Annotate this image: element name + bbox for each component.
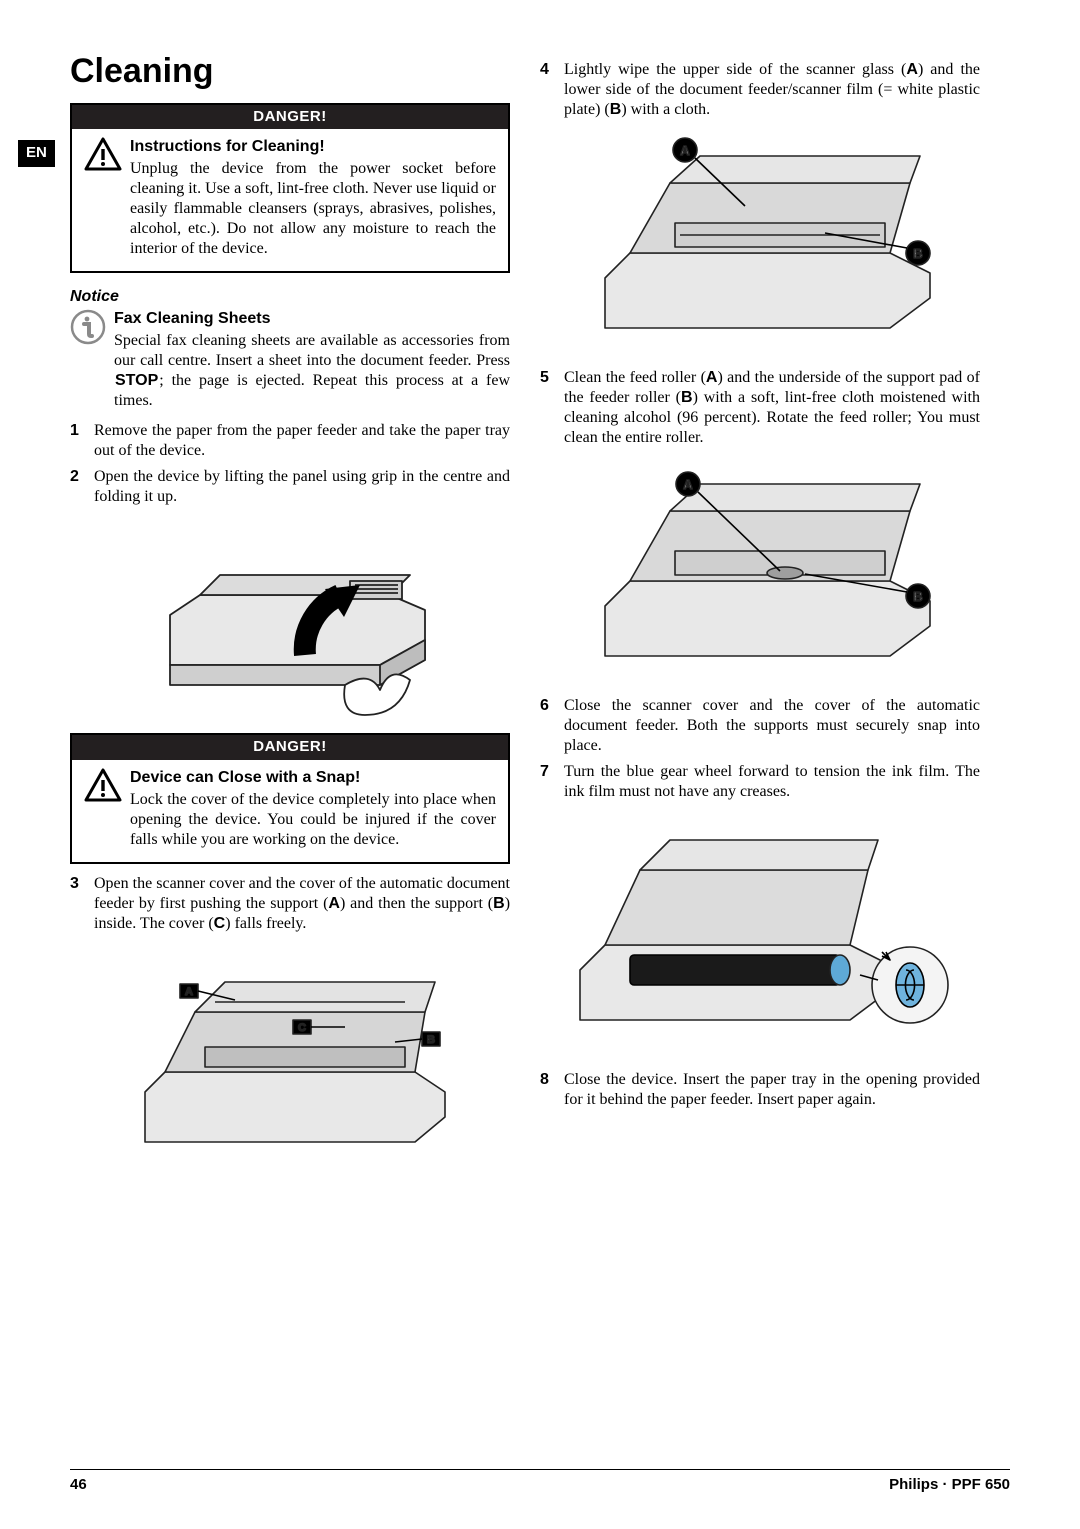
step-text: Open the device by lifting the panel usi…: [94, 467, 510, 507]
language-tab: EN: [18, 140, 55, 167]
svg-text:B: B: [913, 589, 922, 604]
step-number: 3: [70, 874, 86, 934]
step-number: 2: [70, 467, 86, 507]
left-column: Cleaning DANGER! Instructions for Cleani…: [70, 50, 510, 1180]
two-column-layout: Cleaning DANGER! Instructions for Cleani…: [70, 50, 1010, 1180]
step-number: 6: [540, 696, 556, 756]
info-icon: [70, 309, 106, 411]
step-text: Close the device. Insert the paper tray …: [564, 1070, 980, 1110]
figure-open-panel: [70, 515, 510, 725]
danger-header: DANGER!: [72, 735, 508, 760]
danger-body-text: Lock the cover of the device completely …: [130, 791, 496, 848]
danger-subtitle: Instructions for Cleaning!: [130, 137, 496, 157]
notice-fax-cleaning: Fax Cleaning Sheets Special fax cleaning…: [70, 309, 510, 411]
step-text: Clean the feed roller (A) and the unders…: [564, 368, 980, 448]
stop-key: STOP: [114, 372, 159, 389]
warning-icon: [84, 137, 122, 259]
danger-body-text: Unplug the device from the power socket …: [130, 160, 496, 257]
steps-list: 8 Close the device. Insert the paper tra…: [540, 1070, 980, 1110]
svg-text:A: A: [185, 986, 193, 998]
page-title: Cleaning: [70, 50, 510, 93]
steps-list: 6 Close the scanner cover and the cover …: [540, 696, 980, 802]
svg-text:B: B: [427, 1034, 435, 1046]
list-item: 6 Close the scanner cover and the cover …: [540, 696, 980, 756]
list-item: 2Open the device by lifting the panel us…: [70, 467, 510, 507]
page-number: 46: [70, 1476, 87, 1495]
figure-scanner-glass: A B: [540, 128, 980, 358]
notice-label: Notice: [70, 287, 510, 307]
page-footer: 46 Philips · PPF 650: [70, 1469, 1010, 1495]
step-number: 1: [70, 421, 86, 461]
notice-subtitle: Fax Cleaning Sheets: [114, 309, 510, 329]
list-item: 4 Lightly wipe the upper side of the sca…: [540, 60, 980, 120]
danger-box-cleaning: DANGER! Instructions for Cleaning! Unplu…: [70, 103, 510, 274]
step-text: Open the scanner cover and the cover of …: [94, 874, 510, 934]
figure-feed-roller: A B: [540, 456, 980, 686]
steps-list: 4 Lightly wipe the upper side of the sca…: [540, 60, 980, 120]
step-number: 7: [540, 762, 556, 802]
step-text: Lightly wipe the upper side of the scann…: [564, 60, 980, 120]
svg-text:A: A: [680, 143, 690, 158]
list-item: 3 Open the scanner cover and the cover o…: [70, 874, 510, 934]
step-text: Close the scanner cover and the cover of…: [564, 696, 980, 756]
notice-body-a: Special fax cleaning sheets are availabl…: [114, 332, 510, 369]
step-text: Turn the blue gear wheel forward to tens…: [564, 762, 980, 802]
list-item: 1Remove the paper from the paper feeder …: [70, 421, 510, 461]
steps-list: 1Remove the paper from the paper feeder …: [70, 421, 510, 507]
svg-text:C: C: [298, 1022, 306, 1034]
svg-text:B: B: [913, 246, 922, 261]
warning-icon: [84, 768, 122, 850]
danger-subtitle: Device can Close with a Snap!: [130, 768, 496, 788]
danger-box-snap: DANGER! Device can Close with a Snap! Lo…: [70, 733, 510, 864]
svg-text:A: A: [683, 477, 693, 492]
steps-list: 3 Open the scanner cover and the cover o…: [70, 874, 510, 934]
step-number: 5: [540, 368, 556, 448]
list-item: 8 Close the device. Insert the paper tra…: [540, 1070, 980, 1110]
list-item: 7 Turn the blue gear wheel forward to te…: [540, 762, 980, 802]
right-column: 4 Lightly wipe the upper side of the sca…: [540, 50, 980, 1180]
step-number: 8: [540, 1070, 556, 1110]
list-item: 5 Clean the feed roller (A) and the unde…: [540, 368, 980, 448]
page: EN Cleaning DANGER! Instruction: [0, 0, 1080, 1529]
figure-supports-abc: A C B: [70, 942, 510, 1172]
danger-header: DANGER!: [72, 105, 508, 130]
footer-brand: Philips · PPF 650: [889, 1476, 1010, 1495]
step-number: 4: [540, 60, 556, 120]
figure-ink-film-tension: [540, 810, 980, 1060]
step-text: Remove the paper from the paper feeder a…: [94, 421, 510, 461]
steps-list: 5 Clean the feed roller (A) and the unde…: [540, 368, 980, 448]
notice-body-b: ; the page is ejected. Repeat this proce…: [114, 372, 510, 409]
